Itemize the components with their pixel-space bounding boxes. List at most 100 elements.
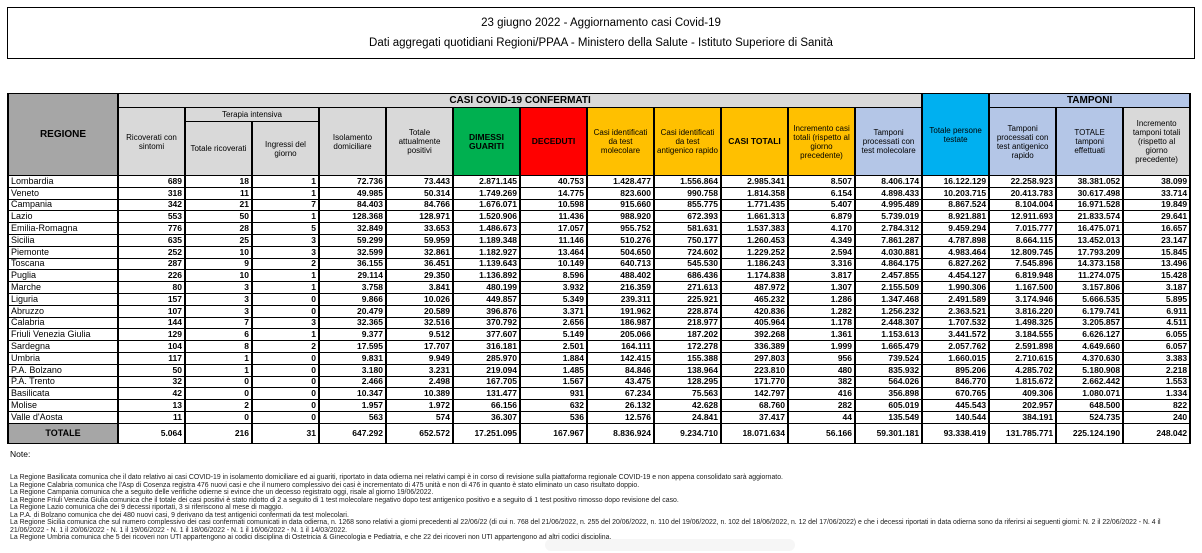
value-cell: 271.613 xyxy=(653,281,722,294)
value-cell: 5.895 xyxy=(1122,292,1192,306)
value-cell: 835.932 xyxy=(853,363,924,377)
value-cell: 1.189.348 xyxy=(452,233,521,247)
value-cell: 32.849 xyxy=(318,222,387,235)
value-cell: 563 xyxy=(318,410,387,424)
value-cell: 1.676.071 xyxy=(452,198,521,212)
background-smudge xyxy=(545,539,795,551)
value-cell: 1.498.325 xyxy=(988,316,1058,330)
value-cell: 1.884 xyxy=(519,351,588,365)
value-cell: 382 xyxy=(787,375,856,389)
value-cell: 0 xyxy=(251,375,320,389)
header-incremento-tamponi: Incremento tamponi totali (rispetto al g… xyxy=(1122,107,1192,176)
table-row: Puglia 226 10 1 29.114 29.350 1.136.892 8.596 48… xyxy=(7,269,1192,283)
value-cell: 823.600 xyxy=(586,186,655,200)
value-cell: 144 xyxy=(117,316,186,330)
value-cell: 8.104.004 xyxy=(988,198,1058,212)
value-cell: 524.735 xyxy=(1055,410,1125,424)
value-cell: 3 xyxy=(251,316,320,330)
value-cell: 2.057.762 xyxy=(921,340,991,353)
value-cell: 1.186.243 xyxy=(720,257,789,271)
value-cell: 16.122.129 xyxy=(921,175,991,188)
note-item: La Regione Sicilia comunica che sul nume… xyxy=(10,519,1161,534)
value-cell: 3.816.220 xyxy=(988,304,1058,318)
value-cell: 0 xyxy=(251,351,320,365)
value-cell: 6.055 xyxy=(1122,328,1192,342)
value-cell: 1.229.252 xyxy=(720,245,789,259)
region-name: Calabria xyxy=(7,316,119,330)
value-cell: 10.598 xyxy=(519,198,588,212)
value-cell: 172.278 xyxy=(653,340,722,353)
value-cell: 32.861 xyxy=(385,245,454,259)
value-cell: 138.964 xyxy=(653,363,722,377)
value-cell: 28 xyxy=(184,222,253,235)
value-cell: 3.205.857 xyxy=(1055,316,1125,330)
value-cell: 297.803 xyxy=(720,351,789,365)
table-header: REGIONE CASI COVID-19 CONFERMATI Totale … xyxy=(7,93,1192,176)
value-cell: 7.861.287 xyxy=(853,233,924,247)
table-row: Molise 13 2 0 1.957 1.972 66.156 632 26.132 42.62… xyxy=(7,399,1192,412)
value-cell: 0 xyxy=(251,304,320,318)
value-cell: 0 xyxy=(251,387,320,401)
value-cell: 1 xyxy=(251,210,320,224)
value-cell: 8.921.881 xyxy=(921,210,991,224)
value-cell: 3 xyxy=(184,304,253,318)
value-cell: 128.295 xyxy=(653,375,722,389)
totale-value-cell: 56.166 xyxy=(787,422,856,444)
value-cell: 2.662.442 xyxy=(1055,375,1125,389)
value-cell: 107 xyxy=(117,304,186,318)
value-cell: 1 xyxy=(251,281,320,294)
value-cell: 2.784.312 xyxy=(853,222,924,235)
value-cell: 318 xyxy=(117,186,186,200)
value-cell: 1.553 xyxy=(1122,375,1192,389)
value-cell: 2 xyxy=(251,257,320,271)
value-cell: 1.136.892 xyxy=(452,269,521,283)
value-cell: 1.707.532 xyxy=(921,316,991,330)
value-cell: 3.383 xyxy=(1122,351,1192,365)
totale-value-cell: 17.251.095 xyxy=(452,422,521,444)
header-casi-confermati-band: CASI COVID-19 CONFERMATI xyxy=(116,93,924,108)
value-cell: 2.491.589 xyxy=(921,292,991,306)
value-cell: 205.066 xyxy=(586,328,655,342)
totale-value-cell: 225.124.190 xyxy=(1055,422,1125,444)
value-cell: 44 xyxy=(787,410,856,424)
value-cell: 1.153.613 xyxy=(853,328,924,342)
value-cell: 142.415 xyxy=(586,351,655,365)
header-casi-totali: CASI TOTALI xyxy=(720,107,789,176)
value-cell: 187.202 xyxy=(653,328,722,342)
value-cell: 1.972 xyxy=(385,399,454,412)
value-cell: 487.972 xyxy=(720,281,789,294)
note-item: La Regione Friuli Venezia Giulia comunic… xyxy=(10,496,679,504)
value-cell: 15.428 xyxy=(1122,269,1192,283)
value-cell: 377.607 xyxy=(452,328,521,342)
table-row: Emilia-Romagna 776 28 5 32.849 33.653 1.486.67… xyxy=(7,222,1192,235)
value-cell: 1.556.864 xyxy=(653,175,722,188)
value-cell: 164.111 xyxy=(586,340,655,353)
value-cell: 5.407 xyxy=(787,198,856,212)
value-cell: 171.770 xyxy=(720,375,789,389)
value-cell: 342 xyxy=(117,198,186,212)
value-cell: 21 xyxy=(184,198,253,212)
value-cell: 0 xyxy=(184,375,253,389)
totale-value-cell: 8.836.924 xyxy=(586,422,655,444)
value-cell: 1.361 xyxy=(787,328,856,342)
value-cell: 1 xyxy=(184,351,253,365)
value-cell: 1.661.313 xyxy=(720,210,789,224)
value-cell: 252 xyxy=(117,245,186,259)
table-row: Sardegna 104 8 2 17.595 17.707 316.181 2.501 164… xyxy=(7,340,1192,353)
header-ricoverati: Ricoverati con sintomi xyxy=(117,107,186,176)
value-cell: 1.537.383 xyxy=(720,222,789,235)
value-cell: 1.957 xyxy=(318,399,387,412)
value-cell: 9.866 xyxy=(318,292,387,306)
totale-value-cell: 9.234.710 xyxy=(653,422,722,444)
value-cell: 605.019 xyxy=(853,399,924,412)
value-cell: 1.660.015 xyxy=(921,351,991,365)
value-cell: 1.815.672 xyxy=(988,375,1058,389)
value-cell: 545.530 xyxy=(653,257,722,271)
value-cell: 6.819.948 xyxy=(988,269,1058,283)
table-row: Friuli Venezia Giulia 129 6 1 9.377 9.512 377.… xyxy=(7,328,1192,342)
note-item: La Regione Campania comunica che a segui… xyxy=(10,489,434,496)
value-cell: 488.402 xyxy=(586,269,655,283)
value-cell: 155.388 xyxy=(653,351,722,365)
totale-label: TOTALE xyxy=(7,422,119,444)
